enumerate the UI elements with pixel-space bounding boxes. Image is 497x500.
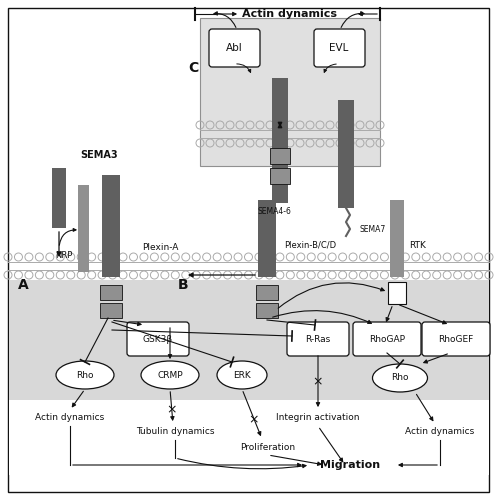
Bar	[256, 285, 278, 300]
Text: Actin dynamics: Actin dynamics	[35, 414, 105, 422]
Ellipse shape	[141, 361, 199, 389]
Text: GSK3β: GSK3β	[143, 334, 173, 344]
Bar	[390, 200, 404, 277]
Text: NRP: NRP	[55, 250, 73, 260]
Text: ERK: ERK	[233, 370, 251, 380]
Bar	[100, 303, 122, 318]
Text: Rho: Rho	[76, 370, 94, 380]
Bar	[9, 400, 489, 475]
Text: Rho: Rho	[391, 374, 409, 382]
FancyBboxPatch shape	[287, 322, 349, 356]
Bar	[52, 168, 66, 228]
Text: Tubulin dynamics: Tubulin dynamics	[136, 428, 214, 436]
Text: Abl: Abl	[226, 43, 243, 53]
Text: RTK: RTK	[410, 240, 426, 250]
FancyBboxPatch shape	[314, 29, 365, 67]
Bar	[338, 100, 354, 208]
FancyBboxPatch shape	[209, 29, 260, 67]
Bar	[270, 148, 290, 164]
Text: R-Ras: R-Ras	[305, 334, 331, 344]
Bar	[9, 280, 489, 470]
Bar	[78, 185, 89, 272]
Text: Migration: Migration	[320, 460, 380, 470]
Text: EVL: EVL	[330, 43, 349, 53]
Bar	[200, 18, 380, 166]
Text: ×: ×	[313, 376, 323, 388]
Bar	[272, 78, 288, 203]
FancyBboxPatch shape	[127, 322, 189, 356]
Bar	[258, 200, 276, 277]
FancyBboxPatch shape	[353, 322, 421, 356]
Text: SEMA3: SEMA3	[80, 150, 118, 160]
Text: B: B	[178, 278, 189, 292]
Text: ×: ×	[249, 414, 259, 426]
Text: A: A	[18, 278, 29, 292]
Text: Proliferation: Proliferation	[241, 442, 296, 452]
Text: RhoGAP: RhoGAP	[369, 334, 405, 344]
Text: Actin dynamics: Actin dynamics	[406, 428, 475, 436]
Text: Actin dynamics: Actin dynamics	[243, 9, 337, 19]
Text: Plexin-A: Plexin-A	[142, 244, 178, 252]
Ellipse shape	[217, 361, 267, 389]
Text: SEMA4-6: SEMA4-6	[258, 208, 292, 216]
Text: ×: ×	[167, 404, 177, 416]
Bar	[270, 168, 290, 184]
Text: Plexin-B/C/D: Plexin-B/C/D	[284, 240, 336, 250]
Bar	[102, 175, 120, 277]
Bar	[100, 285, 122, 300]
Text: SEMA7: SEMA7	[360, 226, 386, 234]
Bar	[388, 282, 406, 304]
Ellipse shape	[56, 361, 114, 389]
Bar	[256, 303, 278, 318]
Text: CRMP: CRMP	[157, 370, 183, 380]
Ellipse shape	[372, 364, 427, 392]
Text: RhoGEF: RhoGEF	[438, 334, 474, 344]
Text: C: C	[188, 61, 198, 75]
FancyBboxPatch shape	[422, 322, 490, 356]
Text: Integrin activation: Integrin activation	[276, 414, 360, 422]
